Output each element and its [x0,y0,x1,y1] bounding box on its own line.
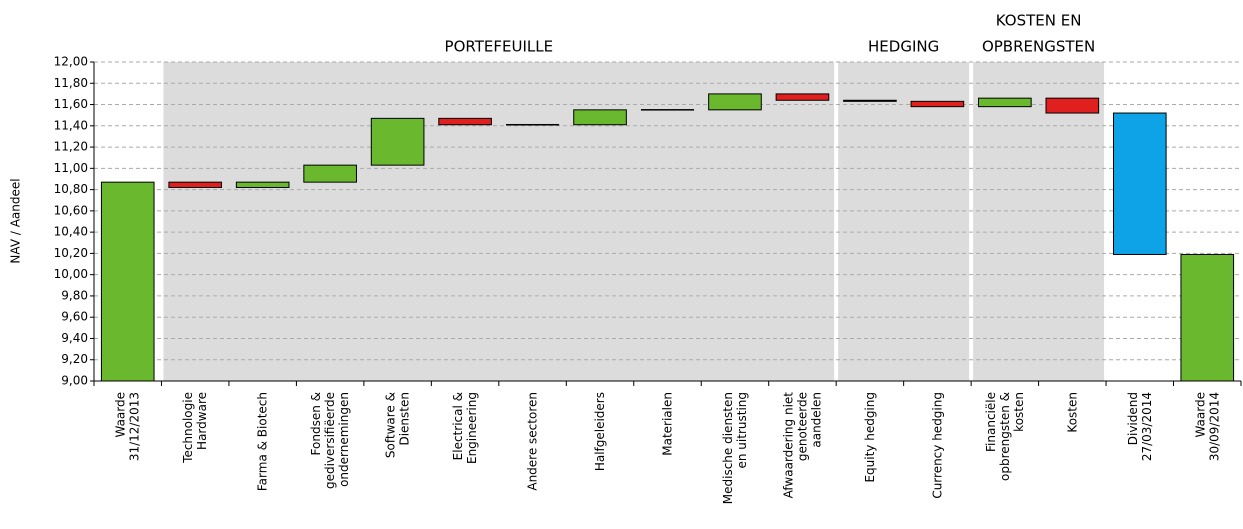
x-tick-label-line: Equity hedging [862,392,876,483]
bar [978,97,1032,108]
x-tick-label-line: Electrical & [451,392,465,460]
x-tick-label: Medische dienstenen uitrusting [720,392,748,504]
x-tick-label: Waarde31/12/2013 [113,392,141,461]
x-tick-label: Equity hedging [862,392,876,483]
grid [94,61,1241,382]
bar [640,109,695,111]
x-tick-label-line: gediversifiëerde [323,392,337,489]
y-axis-label: NAV / Aandeel [9,178,23,263]
x-tick-label-line: Waarde [1193,392,1207,438]
x-tick-label-line: Materialen [660,392,674,456]
y-tick-label: 10,00 [54,267,88,281]
x-tick-label: Halfgeleiders [593,392,607,471]
group-band [973,62,1105,381]
y-tick-label: 12,00 [54,55,88,69]
x-tick-label: Software &Diensten [383,392,411,458]
y-tick-label: 10,20 [54,246,88,260]
y-tick-label: 9,40 [61,331,88,345]
x-tick-label: Currency hedging [930,392,944,499]
bar [235,181,290,188]
x-tick-label-line: Farma & Biotech [255,392,269,491]
group-label: KOSTEN EN [996,12,1082,30]
x-tick-label-line: Engineering [465,392,479,464]
bar [1180,253,1235,382]
x-tick-label-line: Fondsen & [309,392,323,455]
x-tick-label-line: Kosten [1065,392,1079,433]
group-label: OPBRENGSTEN [982,38,1095,56]
y-tick-label: 10,80 [54,182,88,196]
x-tick-label-line: aandelen [809,392,823,448]
x-tick-label-line: opbrengsten & [997,392,1011,481]
y-tick-label: 10,40 [54,225,88,239]
group-bands [163,62,1105,381]
bar [910,100,965,108]
x-tick-label: Dividend27/03/2014 [1125,392,1153,461]
x-tick-label-line: Afwaardering niet [781,392,795,499]
x-tick-label-line: ondernemingen [337,392,351,487]
y-tick-label: 11,80 [54,76,88,90]
x-tick-label: Waarde30/09/2014 [1193,392,1221,461]
x-tick-label-line: Medische diensten [720,392,734,504]
y-tick-label: 9,60 [61,310,88,324]
x-tick-label-line: kosten [1011,392,1025,432]
x-tick-label-line: Financiële [983,392,997,452]
x-tick-label-line: Software & [383,392,397,458]
group-label: PORTEFEUILLE [445,38,554,56]
bar [168,181,223,188]
x-tick-label-line: Halfgeleiders [593,392,607,471]
x-tick-label-line: Currency hedging [930,392,944,499]
y-tick-label: 9,00 [61,374,88,388]
bar [370,117,425,166]
y-tick-label: 11,60 [54,97,88,111]
bar [775,93,830,101]
x-tick-label-line: Andere sectoren [525,392,539,491]
x-tick-label-line: 30/09/2014 [1207,392,1221,461]
x-tick-label-line: Waarde [113,392,127,438]
x-tick-label: Afwaardering nietgenoteerdeaandelen [781,392,823,499]
group-band [838,62,970,381]
bar [573,109,627,126]
x-tick-label: TechnologieHardware [181,392,209,464]
bar [100,181,155,382]
x-tick-label-line: Hardware [195,392,209,450]
y-tick-label: 11,40 [54,118,88,132]
x-tick-label-line: Diensten [397,392,411,446]
bar [843,99,897,102]
bar [1045,97,1100,114]
x-tick-label: Electrical &Engineering [451,392,479,464]
bar [1112,112,1167,255]
x-tick-label-line: Dividend [1125,392,1139,445]
x-tick-label: Kosten [1065,392,1079,433]
x-tick-label-line: Technologie [181,392,195,464]
x-tick-label-line: en uitrusting [734,392,748,469]
y-tick-label: 9,80 [61,288,88,302]
x-tick-label-line: 27/03/2014 [1139,392,1153,461]
x-tick-label-line: 31/12/2013 [127,392,141,461]
bar [708,93,762,111]
bar [505,123,560,126]
x-tick-label: Materialen [660,392,674,456]
bar [303,164,357,183]
y-tick-label: 11,20 [54,140,88,154]
x-tick-label: Fondsen &gediversifiëerdeondernemingen [309,392,351,489]
group-label: HEDGING [868,38,939,56]
y-tick-label: 11,00 [54,161,88,175]
y-tick-label: 9,20 [61,352,88,366]
bar [438,117,492,126]
group-band [163,62,835,381]
y-tick-label: 10,60 [54,203,88,217]
x-tick-label-line: genoteerde [795,392,809,461]
x-tick-label: Andere sectoren [525,392,539,491]
x-tick-label: Financiëleopbrengsten &kosten [983,392,1025,481]
x-tick-label: Farma & Biotech [255,392,269,491]
